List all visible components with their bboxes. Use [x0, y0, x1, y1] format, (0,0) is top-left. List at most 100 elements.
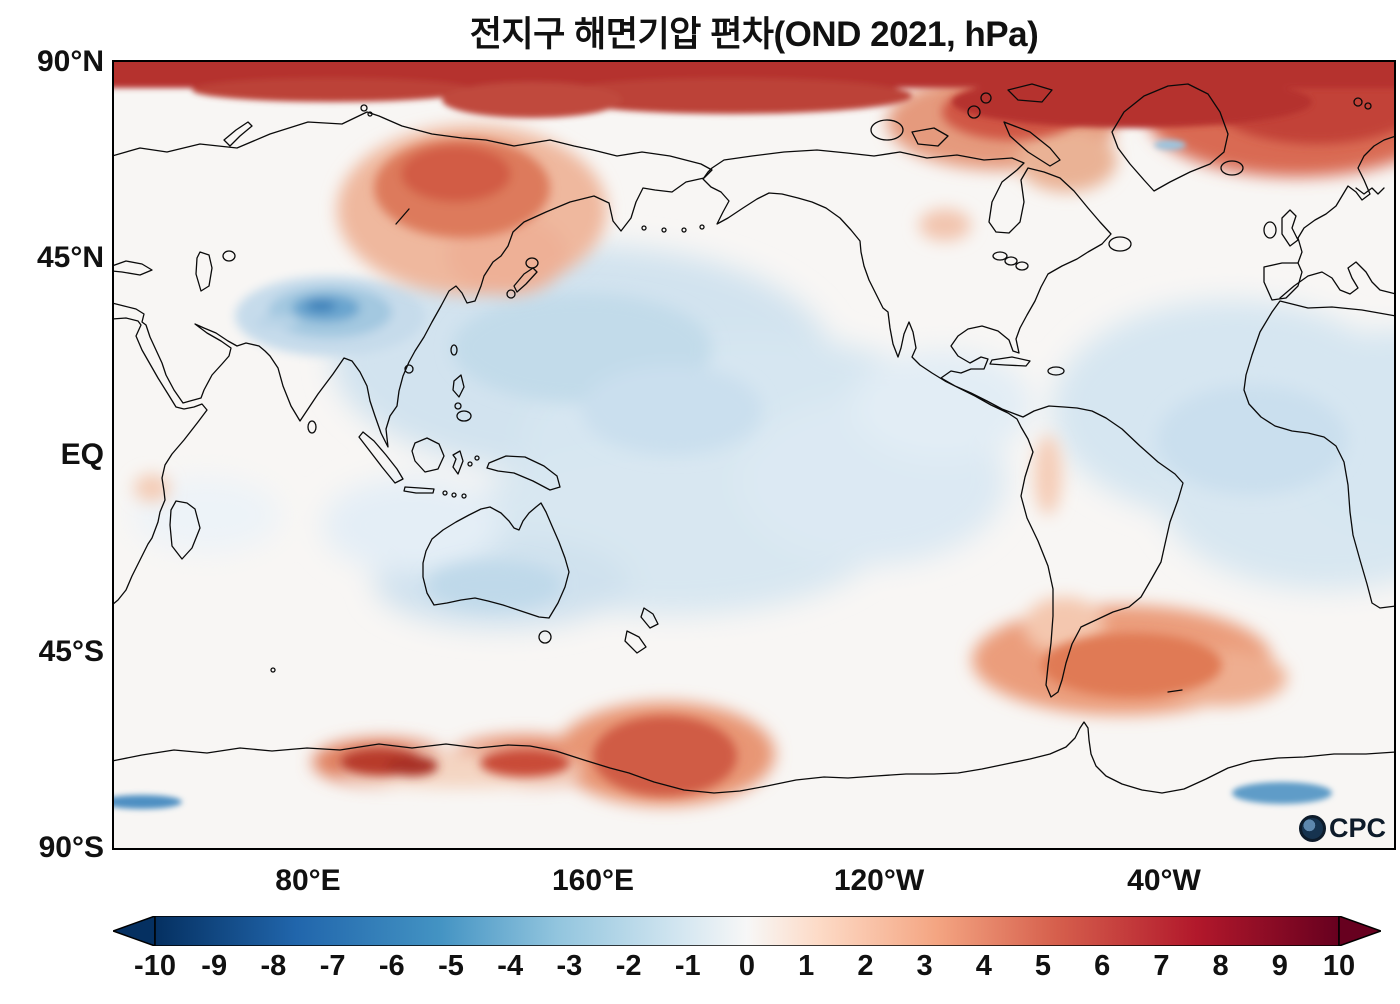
- coastline-greenland: [1111, 83, 1229, 192]
- coastline-svalbard: [1353, 97, 1363, 107]
- coastlines-layer: [112, 83, 1396, 794]
- source-watermark: CPC: [1298, 813, 1386, 844]
- colorbar-left-arrow: [110, 914, 156, 948]
- map-panel: CPC: [112, 60, 1396, 850]
- coastline-ellesmere-island: [1007, 83, 1053, 103]
- coastline-lesser-sunda: [442, 490, 448, 496]
- figure-title: 전지구 해면기압 편차(OND 2021, hPa): [469, 15, 1039, 54]
- lat-tick-90s: 90°S: [38, 831, 104, 864]
- coastline-black-sea: [112, 260, 153, 276]
- tibet-negative-anomaly: [235, 276, 425, 356]
- coastline-antarctica: [112, 721, 1396, 794]
- colorbar-tick-label: 1: [798, 950, 815, 982]
- lat-tick-45n: 45°N: [36, 241, 104, 274]
- coastline-honshu: [513, 267, 538, 293]
- coastline-americas: [702, 149, 1184, 698]
- colorbar-svg: [110, 914, 1384, 948]
- coastline-banks-island: [870, 119, 904, 141]
- world-map-svg: [112, 60, 1396, 850]
- coastline-lesser-sunda-3: [461, 493, 467, 499]
- colorbar-tick-label: -2: [615, 950, 642, 982]
- coastline-sulawesi: [452, 450, 464, 475]
- colorbar-tick-label: 8: [1212, 950, 1229, 982]
- colorbar-tick-labels: -10 -9 -8 -7 -6 -5 -4 -3 -2 -1 0 1 2 3 4…: [134, 950, 1355, 990]
- coastline-newfoundland: [1108, 236, 1132, 252]
- coastline-lake-baikal: [395, 208, 410, 225]
- coastline-severnaya-zemlya-2: [367, 111, 373, 117]
- coastline-sumatra: [358, 431, 404, 484]
- colorbar-right-arrow: [1338, 914, 1384, 948]
- lon-tick-120w: 120°W: [833, 864, 925, 897]
- colorbar-tick-label: 5: [1034, 950, 1052, 982]
- coastline-madagascar: [169, 500, 201, 560]
- coastline-west-africa: [1243, 300, 1396, 609]
- cpc-globe-logo-icon: [1298, 815, 1326, 842]
- map-frame: [112, 60, 1396, 850]
- coastline-luzon: [452, 374, 465, 398]
- coastline-visayas: [454, 402, 462, 410]
- coastline-java: [403, 486, 435, 494]
- lat-tick-eq: EQ: [60, 438, 104, 471]
- coastline-cuba: [989, 356, 1031, 367]
- coastline-aleutians-4: [699, 224, 705, 230]
- coastline-mediterranean-north: [1279, 261, 1396, 299]
- coastline-nz-south-island: [624, 630, 647, 654]
- coastline-lesser-sunda-2: [451, 492, 457, 498]
- colorbar-tick-label: -6: [378, 950, 405, 982]
- colorbar-tick-label: 9: [1271, 950, 1288, 982]
- coastline-hainan: [404, 364, 414, 374]
- coastline-south-georgia: [1167, 689, 1183, 693]
- colorbar-tick-label: -7: [319, 950, 346, 982]
- coastline-britain: [1281, 209, 1299, 247]
- coastline-kyushu: [506, 289, 516, 299]
- coastline-arctic-island: [967, 105, 981, 119]
- coastline-kerguelen: [270, 667, 276, 673]
- colorbar-gradient-bar: [154, 915, 1340, 947]
- colorbar-tick-label: 3: [916, 950, 933, 982]
- coastline-caspian-sea: [195, 251, 213, 292]
- colorbar-tick-label: -9: [201, 950, 228, 982]
- negative-anomaly-core-layer: [426, 293, 1347, 609]
- coastline-arctic-island-2: [980, 92, 992, 104]
- colorbar-tick-label: -5: [438, 950, 464, 982]
- coastline-sri-lanka: [307, 420, 317, 434]
- coastline-great-lakes: [992, 251, 1008, 261]
- coastline-baffin-island: [1003, 121, 1061, 167]
- colorbar-tick-label: 6: [1094, 950, 1111, 982]
- coastline-australia: [422, 502, 570, 619]
- coastline-aleutians-3: [681, 227, 687, 233]
- colorbar: [110, 914, 1384, 948]
- lat-tick-45s: 45°S: [38, 635, 104, 668]
- coastline-great-lakes-2: [1004, 256, 1018, 266]
- lon-tick-40w: 40°W: [1127, 864, 1201, 897]
- coastline-borneo: [411, 437, 445, 473]
- colorbar-tick-label: -8: [260, 950, 287, 982]
- lon-tick-160e: 160°E: [551, 864, 635, 897]
- coastline-victoria-island: [911, 127, 949, 147]
- colorbar-tick-label: 4: [975, 950, 992, 982]
- coastline-novaya-zemlya: [223, 121, 253, 147]
- colorbar-tick-label: 0: [738, 950, 756, 982]
- coastline-iceland: [1220, 160, 1244, 176]
- coastline-moluccas: [467, 461, 473, 467]
- coastline-ireland: [1263, 221, 1277, 239]
- lon-tick-80e: 80°E: [275, 864, 341, 897]
- arctic-positive-band: [112, 60, 1396, 128]
- coastline-baltic: [1355, 187, 1385, 195]
- colorbar-tick-label: -10: [134, 950, 176, 982]
- coastline-nz-north-island: [640, 607, 659, 629]
- lat-tick-90n: 90°N: [36, 45, 104, 78]
- colorbar-tick-label: -1: [674, 950, 701, 982]
- coastline-moluccas-2: [474, 455, 480, 461]
- colorbar-tick-label: -3: [556, 950, 583, 982]
- coastline-great-lakes-3: [1015, 261, 1029, 271]
- colorbar-tick-label: -4: [497, 950, 524, 982]
- colorbar-tick-label: 2: [857, 950, 874, 982]
- small-negative-spots: [112, 140, 1332, 809]
- coastline-west-europe: [1297, 135, 1396, 264]
- coastline-severnaya-zemlya: [360, 104, 368, 112]
- coastline-east-africa: [112, 317, 208, 606]
- coastline-tasmania: [538, 630, 552, 644]
- coastline-aleutians-2: [661, 227, 667, 233]
